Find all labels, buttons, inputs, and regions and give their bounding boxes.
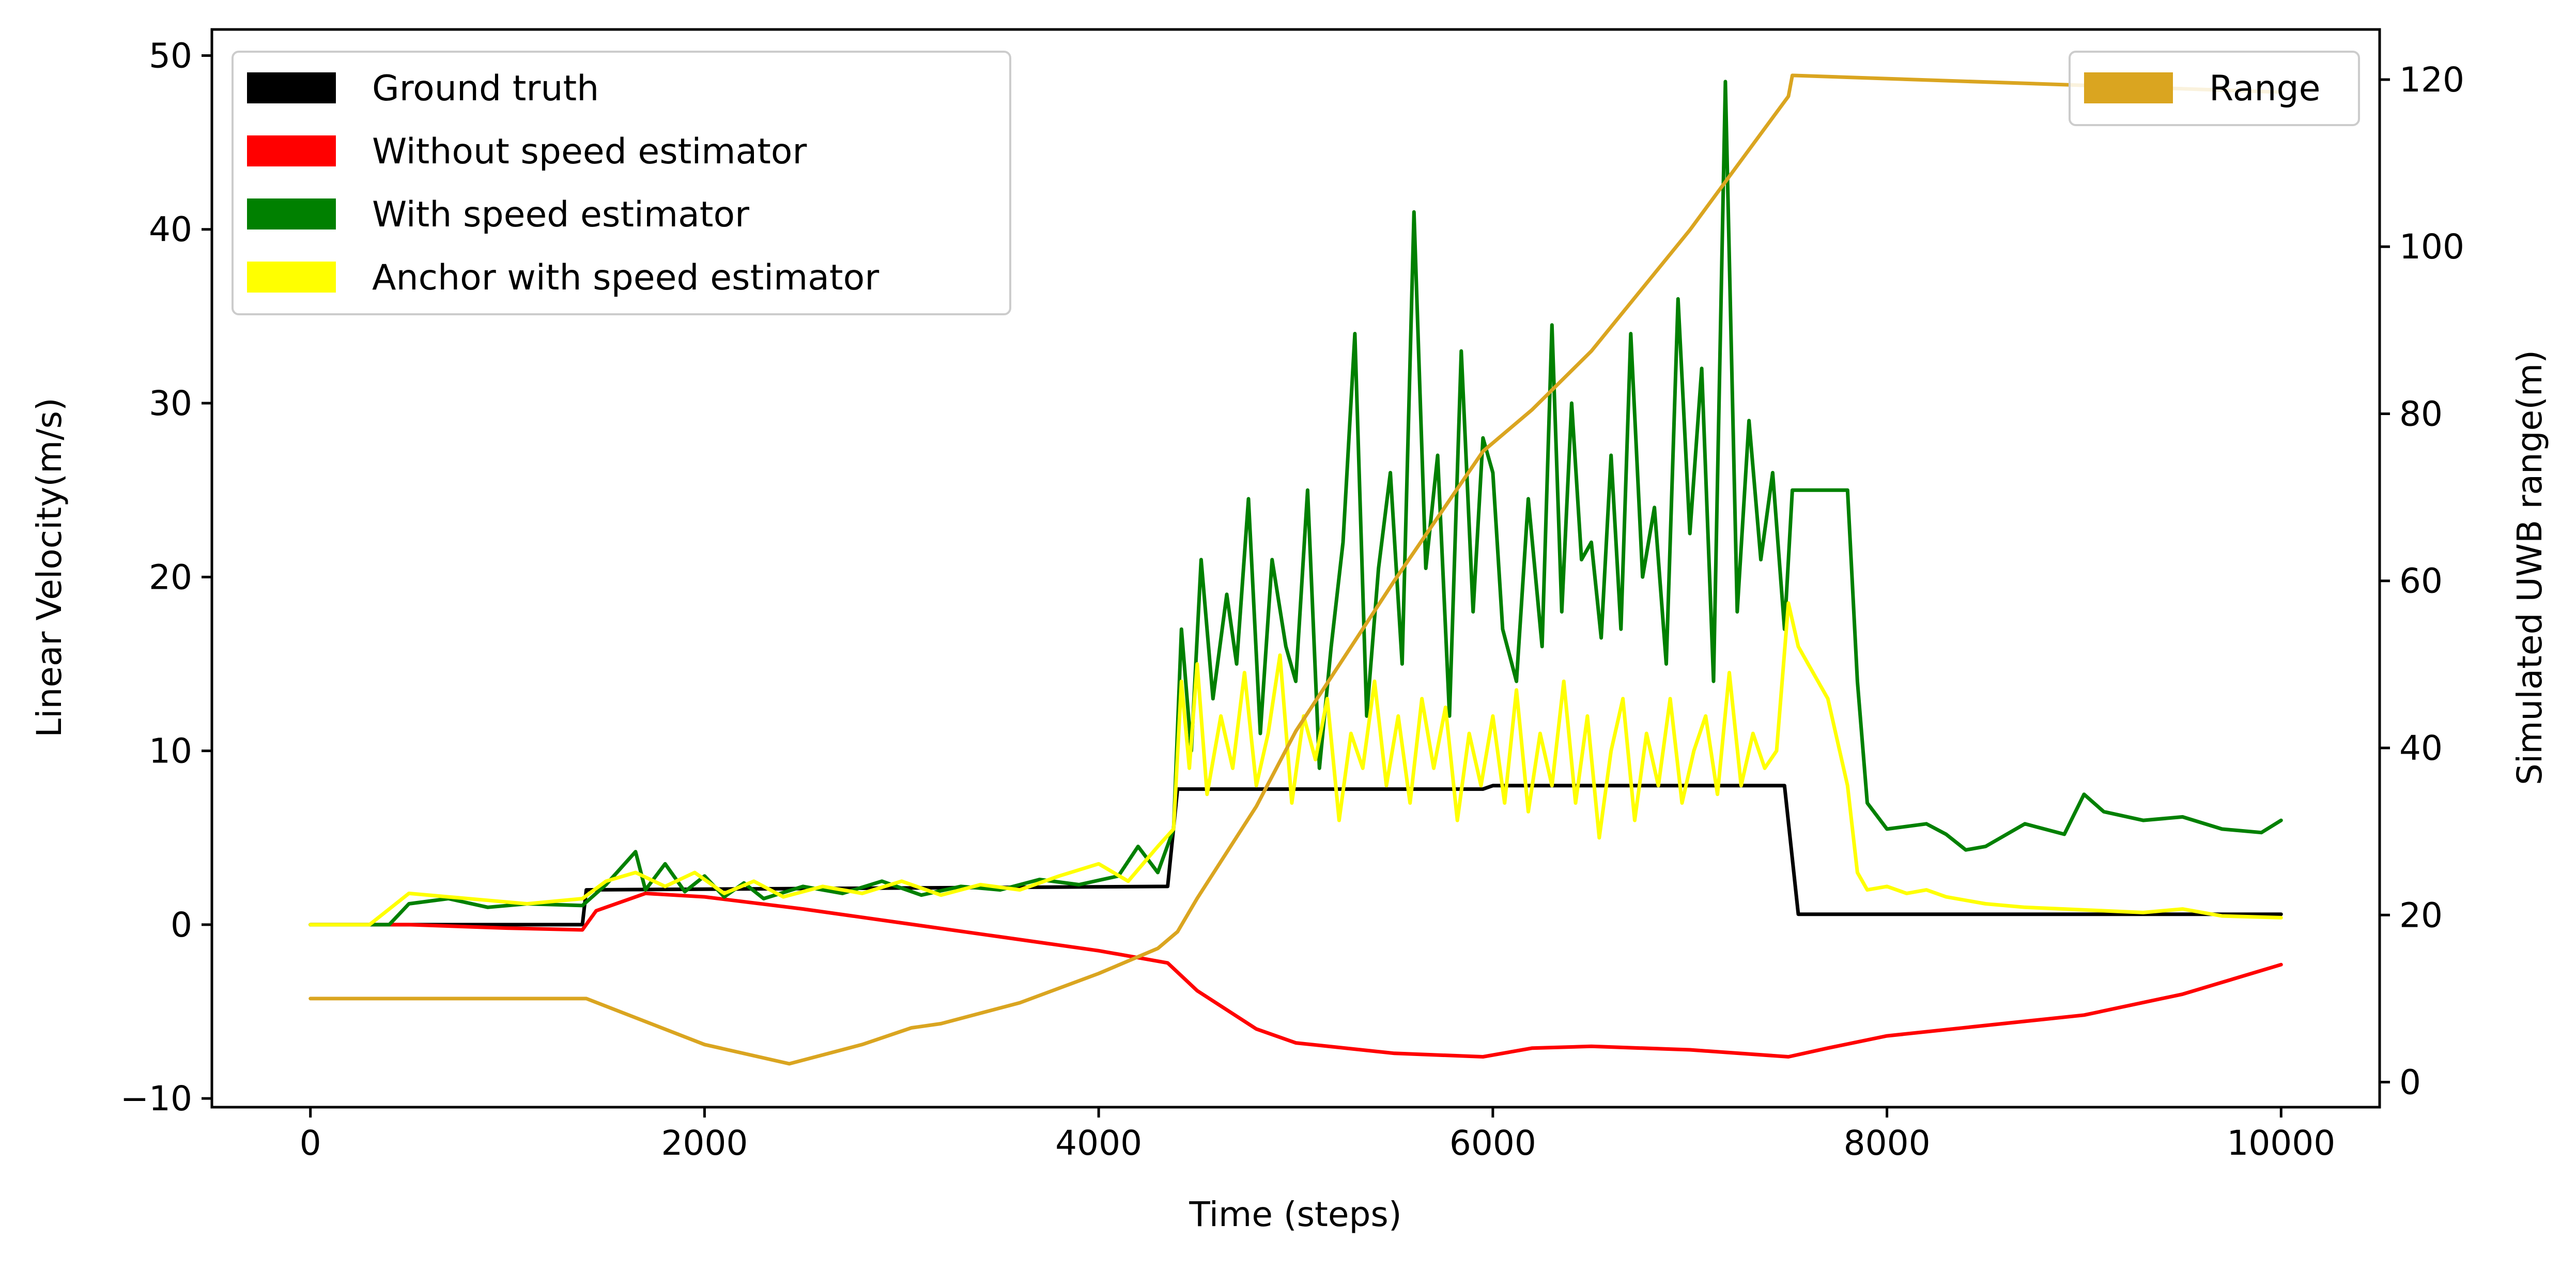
y2-tick-label-3: 60 bbox=[2399, 561, 2443, 601]
y-tick-label-3: 20 bbox=[149, 557, 192, 597]
legend-swatch-2 bbox=[247, 198, 336, 229]
legend-left-frame bbox=[232, 51, 1011, 315]
y2-tick-label-5: 100 bbox=[2399, 227, 2464, 267]
legend-label-3: Anchor with speed estimator bbox=[372, 257, 879, 298]
y-tick-label-2: 10 bbox=[149, 731, 192, 771]
x-tick-label-3: 6000 bbox=[1449, 1123, 1536, 1163]
y-tick-label-5: 40 bbox=[149, 210, 192, 250]
x-tick-label-2: 4000 bbox=[1055, 1123, 1142, 1163]
x-axis-label: Time (steps) bbox=[1189, 1195, 1401, 1234]
legend-right-frame bbox=[2069, 51, 2360, 126]
legend-label-1: Without speed estimator bbox=[372, 131, 807, 172]
y2-tick-label-1: 20 bbox=[2399, 895, 2443, 935]
legend-swatch-1 bbox=[247, 135, 336, 166]
series-line-2 bbox=[308, 80, 2283, 927]
y2-axis-label: Simulated UWB range(m) bbox=[2510, 350, 2550, 785]
series-line-4 bbox=[308, 73, 2283, 1066]
axis-layer: 0 2000 4000 6000 8000 10000 −10 0 10 20 30 40 50 0 20 4… bbox=[120, 36, 2464, 1163]
y-tick-label-0: −10 bbox=[120, 1079, 192, 1119]
y-tick-label-6: 50 bbox=[149, 36, 192, 75]
y-tick-label-1: 0 bbox=[171, 905, 192, 945]
x-tick-label-1: 2000 bbox=[661, 1123, 748, 1163]
legend-range-label-0: Range bbox=[2209, 68, 2321, 109]
x-tick-label-0: 0 bbox=[300, 1123, 321, 1163]
series-line-1 bbox=[308, 891, 2283, 1059]
legend-right: Range bbox=[2069, 51, 2360, 126]
plot-frame bbox=[210, 28, 2381, 1109]
y-tick-label-4: 30 bbox=[149, 384, 192, 423]
legend-swatch-3 bbox=[247, 262, 336, 293]
legend-swatch-0 bbox=[247, 72, 336, 103]
legend-range-swatch-0 bbox=[2084, 72, 2173, 103]
x-tick-label-5: 10000 bbox=[2227, 1123, 2335, 1163]
y-axis-label: Linear Velocity(m/s) bbox=[29, 397, 69, 737]
series-line-3 bbox=[308, 601, 2283, 927]
x-tick-label-4: 8000 bbox=[1844, 1123, 1931, 1163]
legend-left: Ground truth Without speed estimator With … bbox=[232, 51, 1011, 315]
series-layer bbox=[308, 73, 2283, 1066]
legend-label-2: With speed estimator bbox=[372, 194, 749, 235]
y2-tick-label-0: 0 bbox=[2399, 1063, 2421, 1103]
y2-tick-label-4: 80 bbox=[2399, 394, 2443, 434]
y2-tick-label-2: 40 bbox=[2399, 728, 2443, 768]
y2-tick-label-6: 120 bbox=[2399, 60, 2464, 100]
legend-label-0: Ground truth bbox=[372, 68, 599, 109]
series-line-0 bbox=[308, 784, 2283, 927]
